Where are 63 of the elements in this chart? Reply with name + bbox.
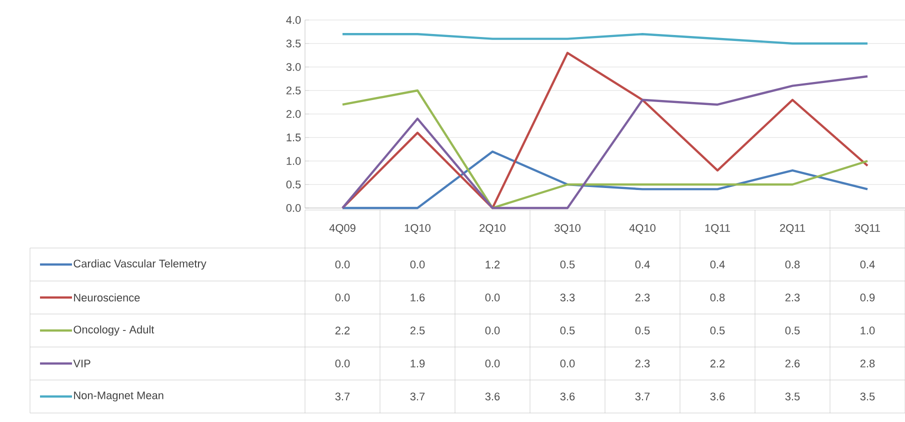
y-tick-label: 4.0 <box>286 16 301 24</box>
x-tick-label: 4Q09 <box>329 224 356 234</box>
data-label: 3.5 <box>785 392 800 400</box>
data-label: 0.0 <box>485 360 500 368</box>
x-tick-label: 2Q11 <box>780 224 805 234</box>
x-tick-label: 3Q10 <box>554 224 580 234</box>
data-label: 2.2 <box>710 360 725 368</box>
data-label: 2.5 <box>410 326 425 334</box>
x-tick-label: 1Q11 <box>705 224 730 234</box>
data-label: 1.2 <box>486 260 500 268</box>
y-tick-label: 2.5 <box>286 86 301 94</box>
legend-label: Non-Magnet Mean <box>74 392 164 402</box>
y-tick-label: 2.0 <box>286 110 301 118</box>
data-label: 0.8 <box>710 294 725 302</box>
data-label: 3.5 <box>860 392 875 400</box>
data-label: 0.4 <box>710 260 725 268</box>
legend-label: VIP <box>73 360 90 368</box>
data-label: 2.6 <box>785 360 800 368</box>
data-label: 0.0 <box>335 294 350 302</box>
legend-label: Neuroscience <box>74 293 140 302</box>
data-label: 2.3 <box>785 294 800 302</box>
y-tick-label: 3.5 <box>286 40 301 48</box>
data-label: 2.3 <box>635 294 650 302</box>
data-label: 0.8 <box>785 260 800 268</box>
data-label: 0.9 <box>860 294 875 302</box>
data-label: 1.9 <box>410 360 425 368</box>
data-label: 3.6 <box>710 392 725 400</box>
y-tick-label: 1.5 <box>286 134 301 142</box>
data-label: 1.6 <box>410 294 425 302</box>
legend-label: Oncology - Adult <box>74 325 154 336</box>
line-series <box>341 150 869 210</box>
data-label: 0.0 <box>560 360 575 368</box>
data-label: 0.0 <box>410 260 425 268</box>
data-label: 1.0 <box>860 326 875 334</box>
data-label: 0.5 <box>710 326 725 334</box>
data-label: 2.2 <box>335 326 350 334</box>
x-tick-label: 3Q11 <box>854 224 880 234</box>
data-label: 0.5 <box>560 326 575 334</box>
data-label: 0.5 <box>560 260 575 268</box>
data-label: 0.4 <box>860 260 875 268</box>
data-label: 2.3 <box>635 360 650 368</box>
data-label: 2.8 <box>860 360 875 368</box>
data-label: 3.6 <box>560 392 575 400</box>
data-label: 3.7 <box>335 392 350 400</box>
data-label: 0.5 <box>635 326 650 334</box>
data-label: 3.7 <box>635 392 650 400</box>
data-label: 0.4 <box>635 260 650 268</box>
data-label: 3.3 <box>560 294 575 302</box>
y-tick-label: 0.0 <box>286 204 301 212</box>
x-tick-label: 4Q10 <box>629 224 656 234</box>
y-tick-label: 3.0 <box>286 63 301 71</box>
data-label: 0.5 <box>785 326 800 334</box>
data-label: 3.6 <box>485 392 500 400</box>
data-label: 0.0 <box>485 294 500 302</box>
legend-label: Cardiac Vascular Telemetry <box>74 259 206 270</box>
x-tick-label: 1Q10 <box>404 224 430 234</box>
data-label: 0.0 <box>335 260 350 268</box>
data-label: 3.7 <box>410 392 425 400</box>
y-tick-label: 0.5 <box>286 180 301 188</box>
data-label: 0.0 <box>335 360 350 368</box>
x-tick-label: 2Q10 <box>480 224 506 234</box>
data-label: 0.0 <box>485 326 500 334</box>
y-tick-label: 1.0 <box>286 157 301 165</box>
